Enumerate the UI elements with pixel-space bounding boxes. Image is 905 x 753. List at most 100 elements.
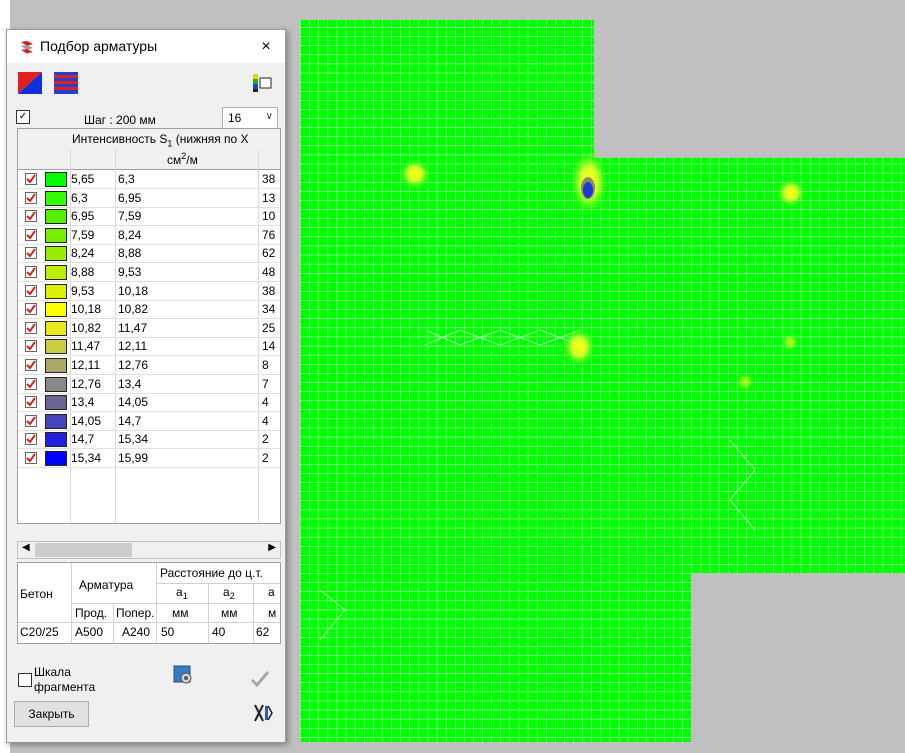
color-scheme-button[interactable] [16, 70, 44, 96]
range-to: 12,76 [118, 358, 149, 372]
check-red-icon [26, 379, 36, 389]
chevron-down-icon: ∨ [265, 111, 273, 122]
check-red-icon [26, 434, 36, 444]
fragment-scale-checkbox[interactable] [18, 673, 32, 687]
concrete-class[interactable]: C20/25 [20, 625, 59, 639]
check-red-icon [26, 267, 36, 277]
row-visibility-checkbox[interactable] [25, 210, 37, 223]
table-row[interactable]: 12,76 13,4 7 [18, 375, 280, 394]
grid-line [208, 583, 209, 643]
bar-diameter-value: 16 [228, 111, 242, 125]
color-swatch[interactable] [45, 376, 67, 392]
a3-value[interactable]: 62 [256, 625, 270, 639]
color-swatch[interactable] [45, 302, 67, 318]
row-visibility-checkbox[interactable] [25, 377, 37, 390]
materials-table[interactable]: Бетон Арматура Расстояние до ц.т. Прод. … [17, 562, 281, 644]
element-count: 10 [262, 209, 276, 224]
table-row[interactable]: 13,4 14,05 4 [18, 393, 280, 413]
table-row[interactable]: 8,24 8,88 62 [18, 244, 280, 264]
row-visibility-checkbox[interactable] [25, 173, 37, 185]
a3-unit: м [268, 606, 277, 620]
table-row[interactable]: 5,65 6,3 38 [18, 170, 280, 189]
color-swatch[interactable] [45, 320, 67, 336]
close-icon[interactable]: × [261, 38, 271, 55]
table-row[interactable]: 15,34 15,99 2 [18, 449, 280, 468]
settings-icon[interactable] [172, 664, 194, 686]
apply-checkmark-icon[interactable] [249, 668, 271, 690]
table-row[interactable]: 8,88 9,53 48 [18, 263, 280, 282]
color-swatch[interactable] [45, 339, 67, 355]
transverse-rebar-class[interactable]: A240 [122, 625, 151, 639]
table-row[interactable]: 10,18 10,82 34 [18, 300, 280, 320]
scissors-icon[interactable] [251, 702, 273, 724]
row-visibility-checkbox[interactable] [25, 247, 37, 260]
color-swatch[interactable] [45, 172, 67, 187]
color-swatch[interactable] [45, 432, 67, 448]
row-visibility-checkbox[interactable] [25, 340, 37, 353]
color-swatch[interactable] [45, 358, 67, 373]
color-swatch[interactable] [45, 227, 67, 243]
stress-hotspot [562, 327, 596, 367]
column-divider [258, 150, 259, 523]
slab-mesh[interactable] [300, 20, 905, 742]
table-row[interactable]: 6,95 7,59 10 [18, 207, 280, 227]
table-row[interactable]: 7,59 8,24 76 [18, 226, 280, 245]
color-swatch[interactable] [45, 283, 67, 299]
element-count: 2 [262, 432, 269, 447]
table-row[interactable]: 10,82 11,47 25 [18, 319, 280, 338]
table-row[interactable]: 14,05 14,7 4 [18, 412, 280, 431]
color-swatch[interactable] [45, 209, 67, 225]
a1-value[interactable]: 50 [161, 625, 175, 639]
row-visibility-checkbox[interactable] [25, 414, 37, 427]
row-visibility-checkbox[interactable] [25, 452, 37, 464]
range-from: 12,76 [71, 376, 102, 391]
bar-diameter-select[interactable]: 16 ∨ [222, 107, 278, 129]
fragment-scale-label: Шкала фрагмента [34, 665, 96, 694]
close-button[interactable]: Закрыть [14, 701, 89, 727]
table-row[interactable]: 14,7 15,34 2 [18, 430, 280, 450]
scrollbar-thumb[interactable] [35, 543, 132, 557]
palette-table-button[interactable] [248, 70, 276, 96]
row-visibility-checkbox[interactable] [25, 396, 37, 409]
table-row[interactable]: 9,53 10,18 38 [18, 282, 280, 301]
row-visibility-checkbox[interactable] [25, 228, 37, 241]
palette-table-icon [253, 74, 272, 92]
color-swatch[interactable] [45, 246, 67, 262]
table-row[interactable]: 12,11 12,76 8 [18, 356, 280, 375]
row-visibility-checkbox[interactable] [25, 284, 37, 297]
element-count: 2 [262, 451, 269, 465]
color-swatch[interactable] [45, 451, 67, 466]
scroll-right-icon[interactable]: ▶ [268, 542, 276, 553]
a2-value[interactable]: 40 [212, 625, 226, 639]
row-visibility-checkbox[interactable] [25, 359, 37, 371]
color-swatch[interactable] [45, 395, 67, 411]
range-from: 6,95 [71, 209, 95, 224]
check-red-icon [26, 304, 36, 314]
table-row[interactable]: 6,3 6,95 13 [18, 189, 280, 208]
transverse-header: Попер. [116, 606, 155, 620]
row-visibility-checkbox[interactable] [25, 321, 37, 334]
table-row[interactable]: 11,47 12,11 14 [18, 337, 280, 357]
longitudinal-rebar-class[interactable]: A500 [75, 625, 104, 639]
check-red-icon [26, 286, 36, 296]
check-red-icon [26, 416, 36, 426]
row-visibility-checkbox[interactable] [25, 303, 37, 316]
check-red-icon [26, 174, 36, 184]
element-count: 13 [262, 190, 276, 205]
color-scheme-alt-button[interactable] [52, 70, 80, 96]
distance-header: Расстояние до ц.т. [160, 566, 263, 580]
check-red-icon [26, 211, 36, 221]
horizontal-scrollbar[interactable]: ◀ ▶ [17, 541, 281, 559]
color-swatch[interactable] [45, 413, 67, 429]
color-swatch[interactable] [45, 265, 67, 280]
row-visibility-checkbox[interactable] [25, 191, 37, 204]
row-visibility-checkbox[interactable] [25, 433, 37, 446]
intensity-table[interactable]: Интенсивность S1 (нижняя по X см2/м 5,65… [17, 128, 281, 524]
scroll-left-icon[interactable]: ◀ [22, 542, 30, 553]
row-visibility-checkbox[interactable] [25, 266, 37, 278]
color-swatch[interactable] [45, 190, 67, 206]
color-scheme-red-blue-stripes-icon [54, 72, 78, 94]
step-checkbox[interactable]: ✓ [16, 110, 30, 124]
longitudinal-header: Прод. [75, 606, 108, 620]
